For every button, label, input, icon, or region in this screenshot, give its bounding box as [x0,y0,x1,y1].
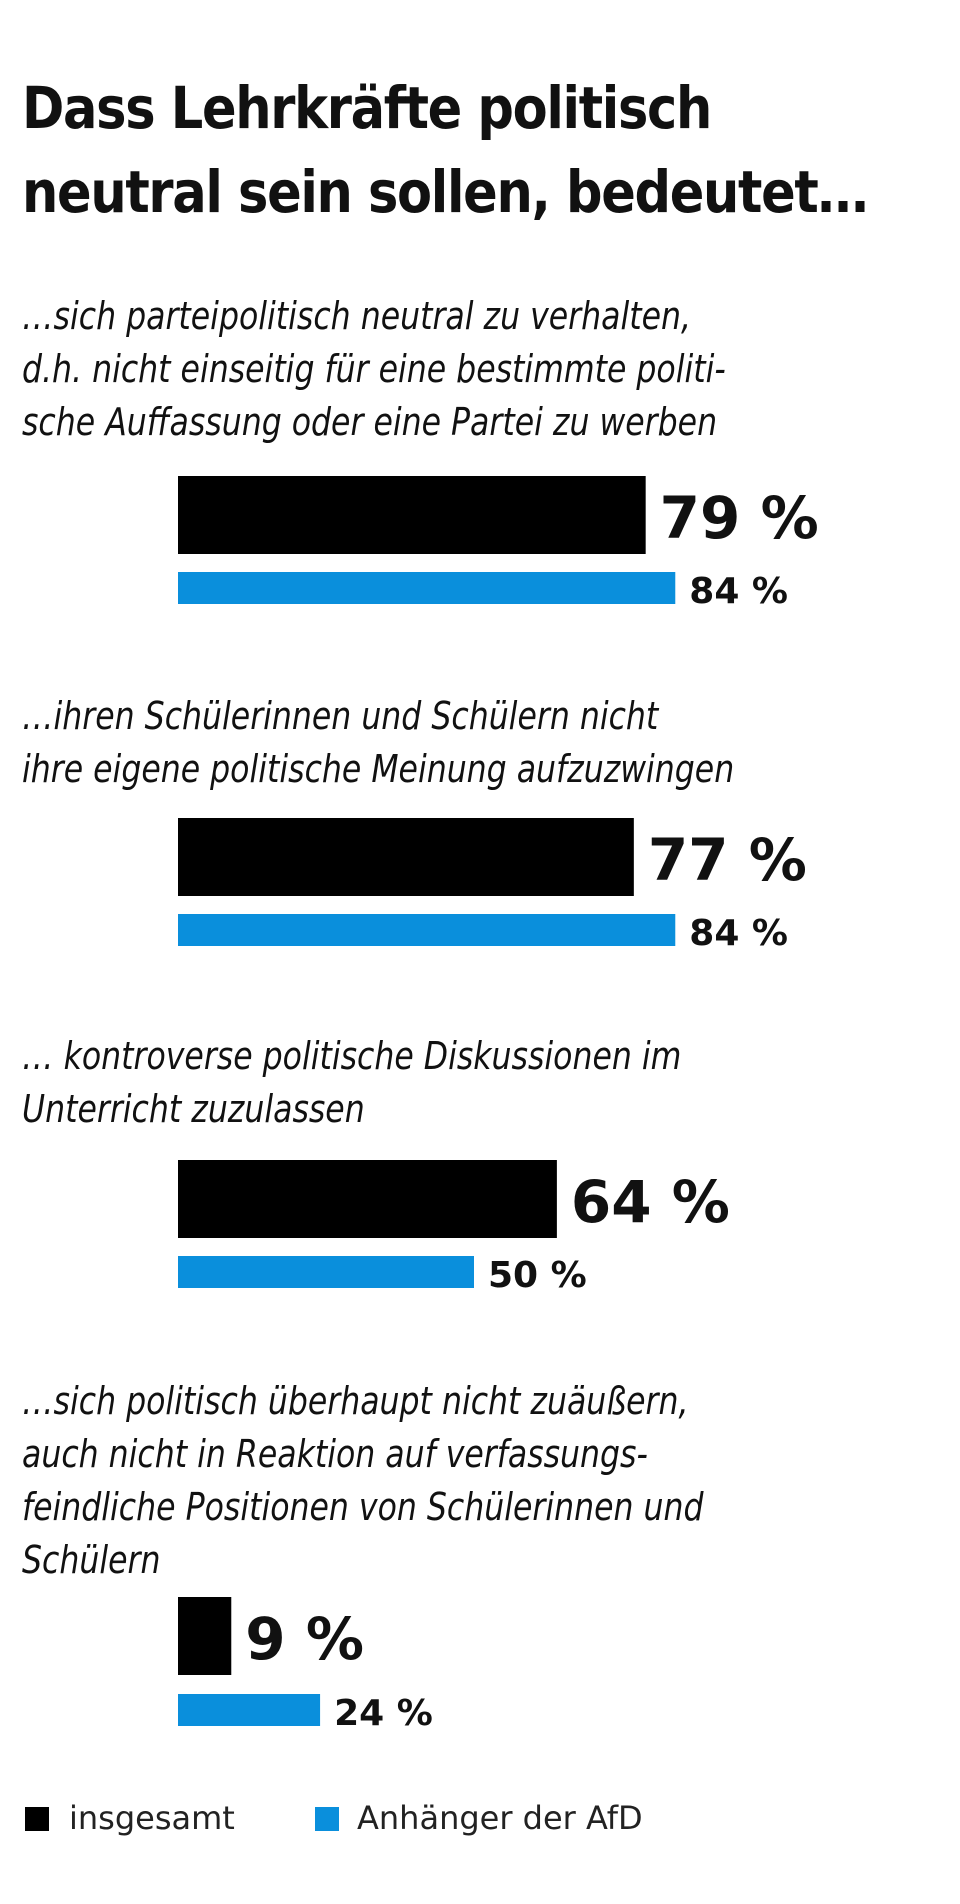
data-label-afd: 84 % [689,913,788,954]
data-label-insgesamt: 79 % [660,484,819,552]
legend-swatch-insgesamt [25,1807,49,1831]
chart-title-line: neutral sein sollen, bedeutet… [22,158,869,226]
bar-insgesamt [178,476,646,554]
category-label-line: Schülern [22,1538,161,1582]
legend-swatch-afd [315,1807,339,1831]
data-label-insgesamt: 77 % [648,826,807,894]
data-label-afd: 50 % [488,1255,587,1296]
bar-afd [178,1256,474,1288]
category-label-line: auch nicht in Reaktion auf verfassungs- [22,1432,648,1476]
bar-afd [178,914,676,946]
category-label-line: … kontroverse politische Diskussionen im [22,1034,682,1078]
category-label: …sich parteipolitisch neutral zu verhalt… [22,290,885,449]
category-label-line: Unterricht zuzulassen [22,1087,365,1131]
chart-title-line: Dass Lehrkräfte politisch [22,74,712,142]
category-label-line: …sich politisch überhaupt nicht zuäußern… [22,1379,689,1423]
bar-insgesamt [178,818,634,896]
category-label: …ihren Schülerinnen und Schülern nicht ih… [22,690,885,796]
category-label-line: …ihren Schülerinnen und Schülern nicht [22,694,659,738]
data-label-insgesamt: 64 % [571,1168,730,1236]
legend-label-afd: Anhänger der AfD [357,1799,643,1837]
data-label-insgesamt: 9 % [245,1605,364,1673]
category-label-line: …sich parteipolitisch neutral zu verhalt… [22,294,692,338]
bar-afd [178,572,676,604]
category-label: … kontroverse politische Diskussionen im… [22,1030,885,1136]
chart-title: Dass Lehrkräfte politisch neutral sein so… [22,66,937,234]
category-label: …sich politisch überhaupt nicht zuäußern… [22,1375,885,1587]
bar-insgesamt [178,1160,557,1238]
category-label-line: sche Auffassung oder eine Partei zu werb… [22,400,718,444]
bar-afd [178,1694,321,1726]
category-label-line: feindliche Positionen von Schülerinnen u… [22,1485,704,1529]
legend-label-insgesamt: insgesamt [69,1799,235,1837]
data-label-afd: 24 % [334,1693,433,1734]
category-label-line: ihre eigene politische Meinung aufzuzwin… [22,747,735,791]
data-label-afd: 84 % [689,571,788,612]
bar-insgesamt [178,1597,232,1675]
chart-title-text: Dass Lehrkräfte politisch neutral sein so… [22,66,937,234]
category-label-line: d.h. nicht einseitig für eine bestimmte … [22,347,726,391]
